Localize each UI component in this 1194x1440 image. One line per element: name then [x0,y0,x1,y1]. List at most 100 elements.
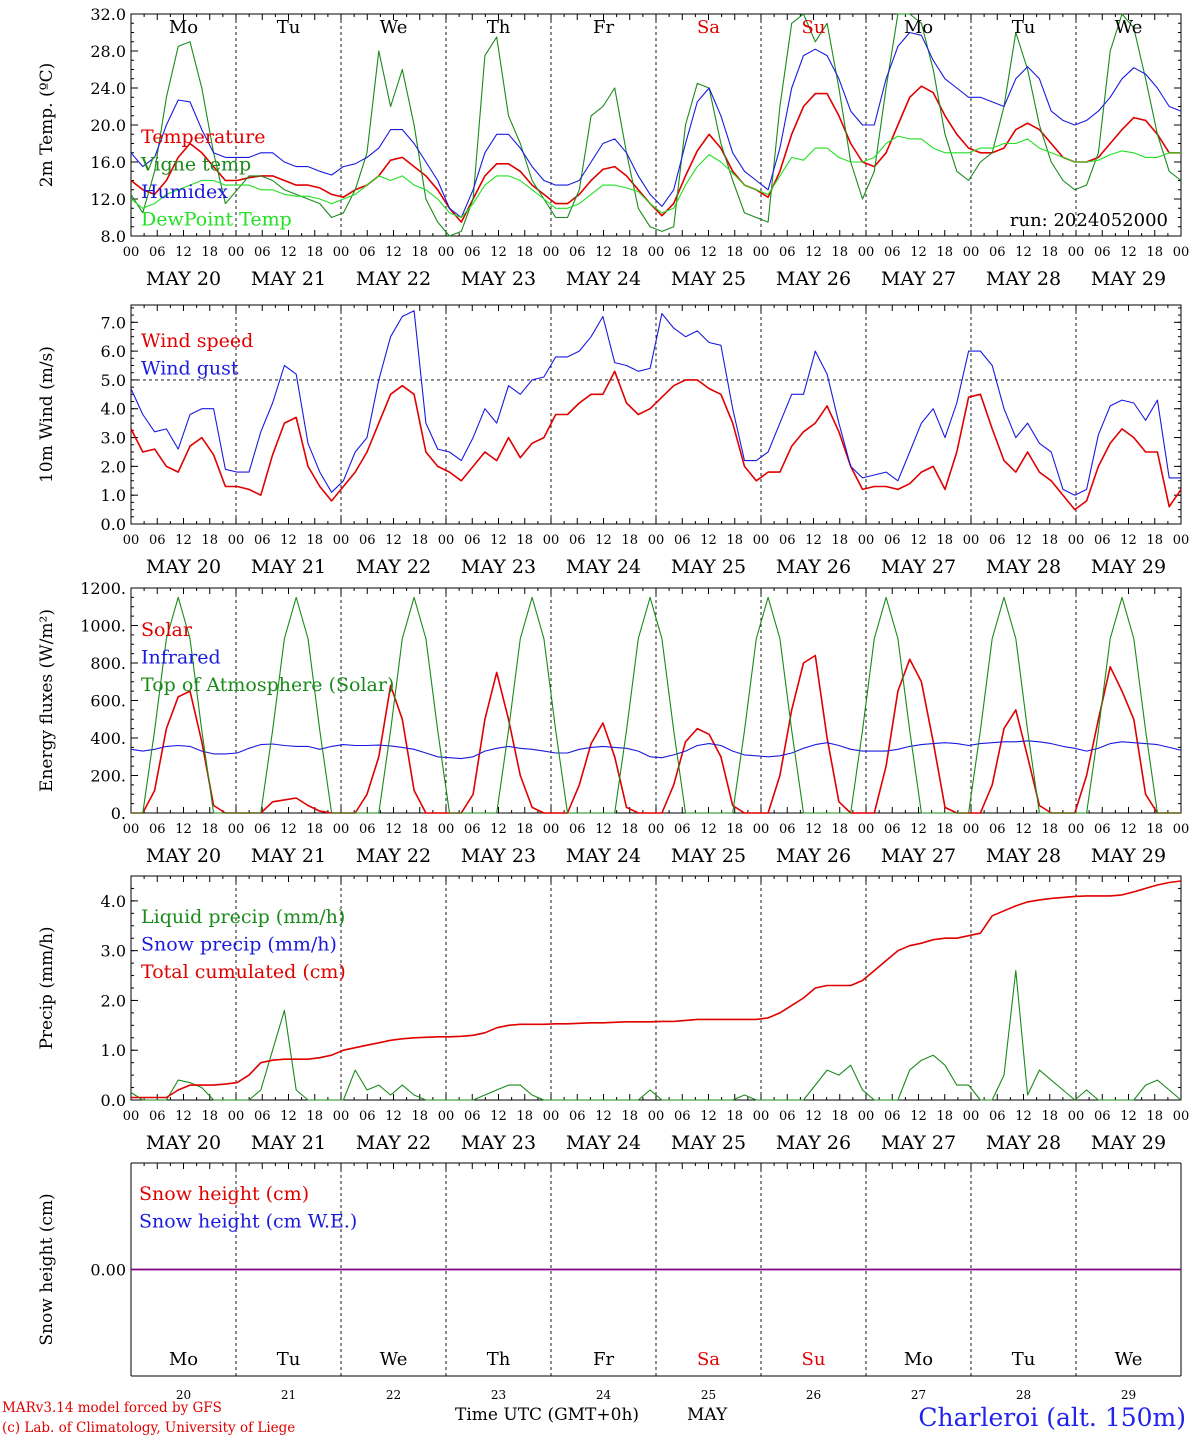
hour-label: 12 [700,1109,717,1124]
date-label: MAY 24 [566,268,641,290]
hour-label: 18 [411,533,428,548]
hour-label: 18 [936,822,953,837]
hour-label: 12 [175,533,192,548]
day-name: Sa [697,1349,720,1370]
legend-entry: Infrared [141,647,221,669]
hour-label: 06 [674,822,691,837]
date-label: MAY 26 [776,1132,851,1154]
day-name: Th [487,17,511,38]
day-number: 25 [701,1388,716,1402]
y-tick-label: 1.0 [101,1041,126,1060]
day-number: 20 [176,1388,191,1402]
day-name: Mo [904,17,933,38]
hour-label: 06 [569,245,586,260]
legend-entry: Temperature [141,126,265,148]
legend-entry: Liquid precip (mm/h) [141,906,345,928]
date-label: MAY 27 [881,268,956,290]
legend-entry: Snow height (cm) [139,1183,309,1205]
hour-label: 00 [228,822,245,837]
hour-label: 18 [831,822,848,837]
hour-label: 12 [175,1109,192,1124]
hour-label: 06 [989,822,1006,837]
hour-label: 18 [1146,245,1163,260]
hour-label: 00 [1068,822,1085,837]
run-annotation: run: 2024052000 [1010,210,1168,231]
day-name: We [380,17,408,38]
date-label: MAY 25 [671,268,746,290]
hour-label: 18 [726,245,743,260]
hour-label: 00 [543,533,560,548]
series-line-vigne-temp [130,13,1182,237]
hour-label: 06 [359,822,376,837]
date-label: MAY 27 [881,1132,956,1154]
y-tick-label: 6.0 [101,342,126,361]
series-line-infrared [130,740,1182,760]
day-name: Tu [277,17,301,38]
y-tick-label: 2.0 [101,991,126,1010]
hour-label: 18 [936,1109,953,1124]
day-name: Sa [697,17,720,38]
date-label: MAY 22 [356,845,431,867]
hour-label: 00 [333,533,350,548]
hour-label: 06 [989,1109,1006,1124]
series-line-wind-gust [130,310,1181,496]
hour-label: 06 [254,822,271,837]
hour-label: 18 [726,1109,743,1124]
date-label: MAY 23 [461,556,536,578]
hour-label: 18 [726,533,743,548]
hour-label: 12 [1120,533,1137,548]
hour-label: 06 [464,822,481,837]
date-label: MAY 23 [461,268,536,290]
hour-label: 18 [1146,533,1163,548]
hour-label: 06 [674,245,691,260]
hour-label: 00 [438,245,455,260]
hour-label: 00 [1173,533,1190,548]
legend-entry: Vigne temp [140,154,251,176]
y-axis-title: Snow height (cm) [37,1193,57,1345]
date-label: MAY 21 [251,556,326,578]
hour-label: 06 [569,1109,586,1124]
date-label: MAY 26 [776,845,851,867]
y-tick-label: 600. [90,692,126,711]
hour-label: 06 [674,533,691,548]
hour-label: 12 [700,822,717,837]
hour-label: 06 [884,533,901,548]
legend-entry: DewPoint Temp [141,209,292,231]
y-axis-title: Precip (mm/h) [37,926,57,1049]
hour-label: 00 [963,533,980,548]
hour-label: 18 [1146,1109,1163,1124]
hour-label: 06 [779,245,796,260]
legend-entry: Humidex [141,181,228,203]
day-name: Su [802,17,826,38]
hour-label: 06 [779,822,796,837]
legend-entry: Solar [141,619,193,641]
hour-label: 00 [123,822,140,837]
y-tick-label: 800. [90,654,126,673]
legend-entry: Top of Atmosphere (Solar) [141,674,394,696]
day-name: Fr [593,17,614,38]
date-label: MAY 26 [776,268,851,290]
hour-label: 18 [306,533,323,548]
date-label: MAY 21 [251,268,326,290]
x-axis-title: Time UTC (GMT+0h) [455,1405,640,1425]
hour-label: 00 [1173,245,1190,260]
hour-label: 18 [726,822,743,837]
date-label: MAY 29 [1091,268,1166,290]
y-tick-label: 7.0 [101,313,126,332]
y-tick-label: 4.0 [101,400,126,419]
day-name: Fr [593,1349,614,1370]
date-label: MAY 22 [356,1132,431,1154]
date-label: MAY 28 [986,556,1061,578]
hour-label: 18 [516,822,533,837]
hour-label: 18 [516,1109,533,1124]
day-number: 26 [806,1388,821,1402]
hour-label: 12 [805,533,822,548]
day-name: Th [487,1349,511,1370]
hour-label: 18 [516,245,533,260]
hour-label: 06 [674,1109,691,1124]
hour-label: 00 [1068,1109,1085,1124]
y-tick-label: 32.0 [90,5,126,24]
hour-label: 06 [254,245,271,260]
hour-label: 12 [1015,245,1032,260]
day-number: 22 [386,1388,401,1402]
